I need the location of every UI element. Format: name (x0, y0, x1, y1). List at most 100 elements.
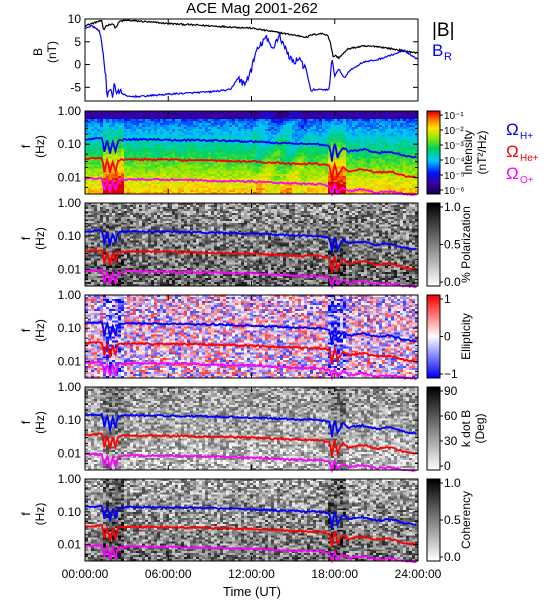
colorbar-tick-label: 10⁻⁴ (444, 156, 465, 167)
x-tick-label: 18:00:00 (311, 567, 358, 581)
y-tick-label: 0.10 (58, 505, 82, 519)
intensity-colorbar (427, 111, 440, 194)
y-tick-label: 1.00 (58, 472, 82, 486)
colorbar-tick-label: 0 (444, 459, 451, 473)
y-tick-label: 0.01 (58, 262, 82, 276)
colorbar-label: Coherency (459, 491, 473, 549)
kdotb-colorbar-frame (426, 386, 441, 471)
gyro-line-o-plus (84, 267, 418, 290)
colorbar-label: % Polarization (459, 206, 473, 283)
gyro-line-o-plus (84, 176, 418, 198)
gyro-line-h-plus (84, 229, 417, 254)
colorbar-label: Intensity (461, 130, 475, 175)
x-tick-label: 12:00:00 (228, 567, 275, 581)
series-line-b-total (84, 19, 419, 60)
y-axis-unit: (Hz) (33, 135, 47, 158)
kdotb-colorbar (427, 387, 440, 470)
x-tick-label: 06:00:00 (145, 567, 192, 581)
intensity-colorbar-frame (426, 110, 441, 195)
y-axis-label: f (19, 236, 33, 240)
ellipticity-colorbar (427, 295, 440, 378)
y-tick-label: -5 (70, 80, 81, 94)
colorbar-tick-label: 60 (444, 409, 458, 423)
y-axis-unit: (nT) (45, 41, 59, 63)
colorbar-tick-label: 10⁻⁵ (444, 171, 465, 182)
legend-omega-subscript: He+ (520, 153, 539, 164)
gyro-line-he-plus (84, 340, 417, 365)
colorbar-tick-label: 0.5 (444, 238, 461, 252)
legend-b-r-subscript: R (444, 51, 452, 63)
legend-omega-symbol: Ω (506, 120, 519, 139)
gyro-line-h-plus (84, 320, 417, 345)
colorbar-tick-label: −1 (444, 367, 458, 381)
gyro-line-he-plus (84, 248, 417, 274)
y-axis-unit: (Hz) (33, 227, 47, 250)
gyro-line-he-plus (84, 156, 418, 182)
colorbar-label: Ellipticity (459, 313, 473, 360)
y-tick-label: 0.10 (58, 229, 82, 243)
legend-b-total: |B| (432, 20, 455, 41)
gyro-line-o-plus (84, 543, 418, 564)
y-axis-label: f (19, 328, 33, 332)
panel-intensity: 1.00 0.10 0.01 f (Hz) 10⁻¹ 10⁻² 10⁻³ 10⁻⁴ 10⁻⁵ 10⁻… (19, 104, 539, 198)
colorbar-tick-label: 10⁻¹ (444, 111, 464, 122)
gyro-line-o-plus (84, 360, 417, 382)
y-tick-label: 0.01 (58, 354, 82, 368)
gyro-line-h-plus (84, 136, 418, 162)
y-axis-unit: (Hz) (33, 411, 47, 434)
y-tick-label: 0 (74, 58, 81, 72)
y-axis-label: f (19, 512, 33, 516)
colorbar-tick-label: 90 (444, 384, 458, 398)
y-tick-label: 1.00 (58, 288, 82, 302)
y-tick-label: 5 (74, 35, 81, 49)
y-axis-unit: (Hz) (33, 319, 47, 342)
colorbar-tick-label: 0.5 (444, 513, 461, 527)
polarization-colorbar (427, 203, 440, 286)
y-tick-label: 1.00 (58, 104, 82, 118)
colorbar-tick-label: 0.0 (444, 275, 461, 289)
x-tick-label: 24:00:00 (395, 567, 442, 581)
legend-omega-subscript: H+ (520, 131, 533, 142)
gyro-line-h-plus (84, 412, 417, 438)
y-tick-label: 0.01 (58, 538, 82, 552)
colorbar-tick-label: 30 (444, 434, 458, 448)
y-axis-label: f (19, 144, 33, 148)
colorbar-tick-label: 1.0 (444, 476, 461, 490)
colorbar-label-unit: (Deg) (473, 413, 487, 443)
colorbar-tick-label: 1 (444, 292, 451, 306)
colorbar-label-unit: (nT²/Hz) (475, 131, 489, 175)
gyro-line-he-plus (84, 524, 418, 548)
gyro-line-h-plus (84, 504, 417, 529)
time-axis: 00:00:00 06:00:00 12:00:00 18:00:00 24:00:00 (62, 19, 442, 581)
y-axis-unit: (Hz) (33, 503, 47, 526)
gyro-line-he-plus (84, 432, 417, 458)
field-plot-area (85, 19, 418, 101)
colorbar-label: k dot B (459, 410, 473, 447)
legend-omega-symbol: Ω (506, 164, 519, 183)
colorbar-tick-label: 1.0 (444, 200, 461, 214)
legend-b-r: B (432, 41, 443, 60)
coherency-colorbar (427, 479, 440, 561)
colorbar-tick-label: 10⁻⁶ (444, 186, 465, 197)
panel-kdotb: 1.00 0.10 0.01 f (Hz) 90 60 30 0 k dot B (Deg) (19, 380, 487, 474)
y-tick-label: 0.01 (58, 170, 82, 184)
gyro-line-o-plus (84, 452, 417, 474)
x-tick-label: 00:00:00 (62, 567, 109, 581)
y-tick-label: 0.01 (58, 446, 82, 460)
colorbar-tick-label: 10⁻² (444, 126, 464, 137)
legend-omega-subscript: O+ (520, 175, 534, 186)
x-axis-label: Time (UT) (223, 584, 281, 599)
panel-polarization: 1.00 0.10 0.01 f (Hz) 1.0 0.5 0.0% Polarization (19, 196, 473, 290)
colorbar-tick-label: 0 (444, 330, 451, 344)
y-tick-label: 1.00 (58, 196, 82, 210)
colorbar-tick-label: 0.0 (444, 550, 461, 564)
y-axis-label: f (19, 420, 33, 424)
y-tick-label: 1.00 (58, 380, 82, 394)
series-line-b-r (84, 24, 419, 99)
figure-title: ACE Mag 2001-262 (186, 0, 318, 17)
